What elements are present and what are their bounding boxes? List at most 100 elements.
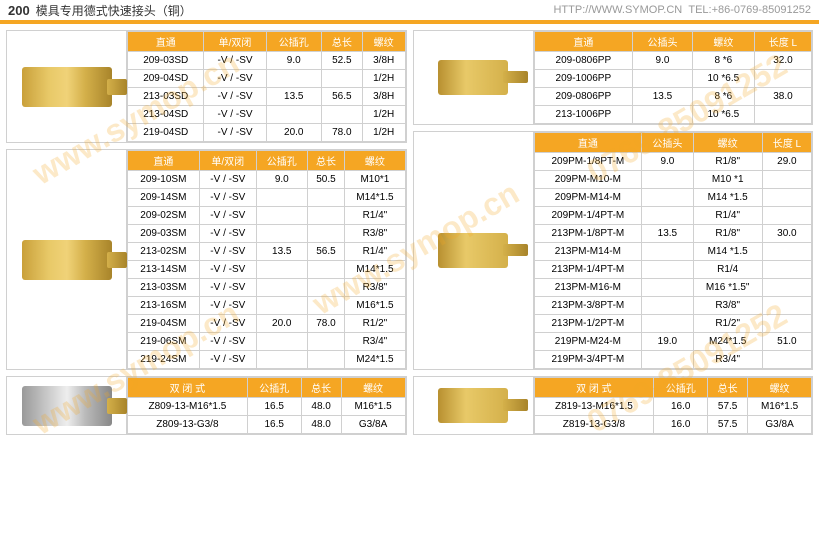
- cell: 16.5: [247, 416, 301, 434]
- cell: R1/4": [345, 207, 405, 225]
- cell: 78.0: [321, 124, 362, 142]
- table-row: 213-14SM-V / -SVM14*1.5: [128, 261, 406, 279]
- cell: 209-02SM: [128, 207, 200, 225]
- cell: [633, 106, 693, 124]
- col-header: 总长: [301, 378, 341, 398]
- cell: 13.5: [633, 88, 693, 106]
- cell: 219-24SM: [128, 351, 200, 369]
- col-header: 螺纹: [748, 378, 812, 398]
- cell: [633, 70, 693, 88]
- cell: 209-14SM: [128, 189, 200, 207]
- table-row: 219-04SD-V / -SV20.078.01/2H: [128, 124, 406, 142]
- cell: 219-06SM: [128, 333, 200, 351]
- table-row: 209-10SM-V / -SV9.050.5M10*1: [128, 171, 406, 189]
- block-t2: 直通单/双闭公插孔总长螺纹209-10SM-V / -SV9.050.5M10*…: [6, 149, 407, 370]
- table-t4: 直通公插头螺纹长度 L209-0806PP9.08 *632.0209-1006…: [534, 31, 813, 124]
- cell: 16.0: [654, 398, 708, 416]
- table-row: 209-0806PP9.08 *632.0: [534, 52, 812, 70]
- cell: [256, 351, 307, 369]
- table-row: 209-1006PP 10 *6.5: [534, 70, 812, 88]
- table-row: 213PM-1/4PT-MR1/4: [534, 261, 812, 279]
- cell: -V / -SV: [199, 243, 256, 261]
- product-image-4: [414, 31, 534, 124]
- cell: 1/2H: [362, 70, 405, 88]
- col-header: 总长: [708, 378, 748, 398]
- cell: [307, 297, 345, 315]
- block-t3: 双 闭 式公插孔总长螺纹Z809-13-M16*1.516.548.0M16*1…: [6, 376, 407, 435]
- col-header: 公插孔: [654, 378, 708, 398]
- cell: M24*1.5: [693, 333, 762, 351]
- cell: M10 *1: [693, 171, 762, 189]
- cell: [762, 261, 811, 279]
- table-row: 209-03SM-V / -SVR3/8": [128, 225, 406, 243]
- cell: [762, 243, 811, 261]
- cell: 9.0: [266, 52, 321, 70]
- table-t3: 双 闭 式公插孔总长螺纹Z809-13-M16*1.516.548.0M16*1…: [127, 377, 406, 434]
- col-header: 直通: [534, 32, 633, 52]
- cell: 209PM-M14-M: [534, 189, 642, 207]
- cell: 32.0: [754, 52, 811, 70]
- cell: [642, 171, 693, 189]
- cell: 48.0: [301, 416, 341, 434]
- table-row: 213-1006PP10 *6.5: [534, 106, 812, 124]
- cell: 9.0: [256, 171, 307, 189]
- cell: 213-14SM: [128, 261, 200, 279]
- cell: [256, 297, 307, 315]
- cell: [642, 189, 693, 207]
- table-row: 209PM-1/4PT-MR1/4": [534, 207, 812, 225]
- cell: -V / -SV: [199, 171, 256, 189]
- col-header: 公插孔: [247, 378, 301, 398]
- col-header: 直通: [128, 32, 204, 52]
- cell: Z809-13-G3/8: [128, 416, 248, 434]
- cell: M14 *1.5: [693, 189, 762, 207]
- cell: R1/4": [693, 207, 762, 225]
- table-row: 213PM-M14-MM14 *1.5: [534, 243, 812, 261]
- table-row: 213PM-1/8PT-M13.5R1/8"30.0: [534, 225, 812, 243]
- cell: 10 *6.5: [692, 70, 754, 88]
- cell: 209-1006PP: [534, 70, 633, 88]
- cell: -V / -SV: [199, 207, 256, 225]
- col-header: 公插孔: [266, 32, 321, 52]
- table-t2: 直通单/双闭公插孔总长螺纹209-10SM-V / -SV9.050.5M10*…: [127, 150, 406, 369]
- cell: [307, 333, 345, 351]
- cell: 213-16SM: [128, 297, 200, 315]
- cell: R1/2": [345, 315, 405, 333]
- cell: [762, 351, 811, 369]
- cell: 20.0: [256, 315, 307, 333]
- page-title: 模具专用德式快速接头（铜）: [36, 2, 192, 19]
- cell: R3/8": [345, 279, 405, 297]
- table-row: 219PM-3/4PT-MR3/4": [534, 351, 812, 369]
- cell: M14*1.5: [345, 261, 405, 279]
- col-header: 螺纹: [362, 32, 405, 52]
- cell: 29.0: [762, 153, 811, 171]
- cell: [762, 315, 811, 333]
- cell: 16.5: [247, 398, 301, 416]
- cell: [307, 189, 345, 207]
- cell: 213PM-3/8PT-M: [534, 297, 642, 315]
- cell: [307, 351, 345, 369]
- cell: 3/8H: [362, 52, 405, 70]
- col-header: 公插头: [633, 32, 693, 52]
- product-image-2: [7, 150, 127, 369]
- cell: 48.0: [301, 398, 341, 416]
- col-header: 单/双闭: [204, 32, 266, 52]
- product-image-5: [414, 132, 534, 369]
- cell: -V / -SV: [204, 88, 266, 106]
- cell: 3/8H: [362, 88, 405, 106]
- cell: 13.5: [256, 243, 307, 261]
- table-row: 213-03SM-V / -SVR3/8": [128, 279, 406, 297]
- table-row: 219-06SM-V / -SVR3/4": [128, 333, 406, 351]
- table-row: 209-03SD-V / -SV9.052.53/8H: [128, 52, 406, 70]
- cell: 30.0: [762, 225, 811, 243]
- table-row: Z809-13-G3/816.548.0G3/8A: [128, 416, 406, 434]
- cell: R3/4": [693, 351, 762, 369]
- table-row: 209PM-1/8PT-M9.0R1/8"29.0: [534, 153, 812, 171]
- table-t6: 双 闭 式公插孔总长螺纹Z819-13-M16*1.516.057.5M16*1…: [534, 377, 813, 434]
- table-row: Z819-13-G3/816.057.5G3/8A: [534, 416, 812, 434]
- cell: M16*1.5: [345, 297, 405, 315]
- cell: 1/2H: [362, 124, 405, 142]
- cell: 209-03SM: [128, 225, 200, 243]
- cell: 209-03SD: [128, 52, 204, 70]
- cell: 209-04SD: [128, 70, 204, 88]
- cell: [256, 225, 307, 243]
